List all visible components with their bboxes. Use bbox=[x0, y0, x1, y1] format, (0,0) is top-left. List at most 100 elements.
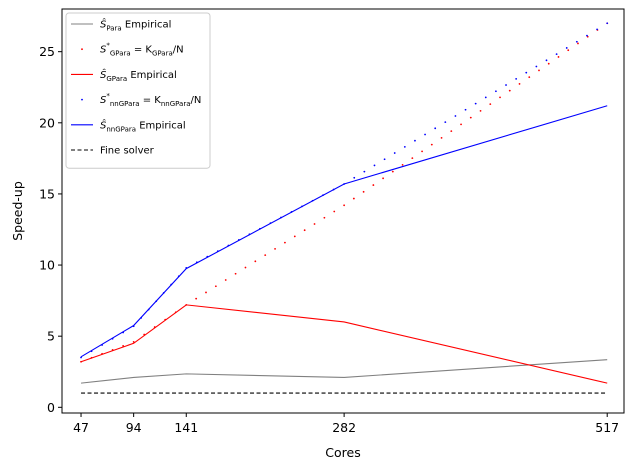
series-point bbox=[411, 157, 414, 160]
series-point bbox=[460, 123, 462, 126]
x-tick-label: 282 bbox=[332, 420, 356, 435]
legend-swatch bbox=[81, 98, 83, 101]
y-tick-label: 10 bbox=[39, 258, 55, 273]
series-line bbox=[80, 304, 608, 384]
series-point bbox=[403, 145, 406, 148]
series-point bbox=[606, 22, 609, 25]
series-point bbox=[547, 62, 550, 65]
series-point bbox=[479, 109, 482, 112]
series-point bbox=[373, 164, 376, 167]
x-axis-ticks: 47 94 141 282 517 bbox=[73, 413, 619, 435]
series-point bbox=[313, 223, 316, 225]
series-4 bbox=[80, 105, 608, 358]
series-point bbox=[508, 89, 511, 92]
series-point bbox=[284, 241, 286, 244]
y-axis-ticks: 0 5 10 15 20 25 bbox=[39, 44, 62, 415]
series-point bbox=[224, 279, 227, 281]
series-point bbox=[469, 116, 472, 119]
series-point bbox=[538, 69, 540, 72]
series-point bbox=[499, 96, 501, 99]
series-point bbox=[274, 247, 276, 250]
legend-label: ŜnnGPara Empirical bbox=[100, 118, 186, 133]
series-point bbox=[444, 121, 447, 124]
series-point bbox=[495, 90, 497, 93]
legend-item: ŜnnGPara Empirical bbox=[71, 118, 186, 133]
legend-label: S*GPara = KGPara/N bbox=[100, 42, 184, 58]
x-tick-label: 141 bbox=[174, 420, 198, 435]
series-point bbox=[596, 28, 598, 31]
series-point bbox=[254, 260, 257, 263]
legend-item: S*nnGPara = KnnGPara/N bbox=[81, 92, 201, 108]
series-point bbox=[440, 136, 443, 139]
series-point bbox=[535, 65, 538, 68]
series-point bbox=[414, 139, 416, 142]
x-axis-label: Cores bbox=[325, 445, 360, 460]
series-point bbox=[343, 204, 346, 207]
series-point bbox=[484, 96, 487, 99]
series-point bbox=[464, 108, 467, 111]
y-axis-label: Speed-up bbox=[10, 181, 25, 241]
legend-item: ŜPara Empirical bbox=[71, 18, 171, 33]
series-point bbox=[518, 83, 521, 85]
legend-item: ŜGPara Empirical bbox=[71, 68, 177, 83]
axes-frame bbox=[61, 8, 625, 414]
series-point bbox=[450, 130, 453, 133]
series-point bbox=[424, 133, 426, 136]
y-tick-label: 25 bbox=[39, 44, 55, 59]
y-tick-label: 20 bbox=[39, 115, 55, 130]
series-point bbox=[382, 177, 384, 180]
legend-item: Fine solver bbox=[71, 146, 155, 157]
y-tick-label: 15 bbox=[39, 186, 55, 201]
y-tick-label: 0 bbox=[47, 400, 55, 415]
series-point bbox=[430, 143, 433, 146]
series-point bbox=[567, 49, 570, 52]
series-point bbox=[363, 170, 366, 173]
series-point bbox=[565, 47, 568, 49]
legend: ŜPara Empirical S*GPara = KGPara/N ŜGPara … bbox=[65, 12, 211, 169]
legend-label: Fine solver bbox=[100, 146, 155, 157]
series-point bbox=[352, 197, 355, 200]
series-1 bbox=[80, 22, 609, 363]
series-point bbox=[391, 170, 394, 173]
series-point bbox=[545, 59, 548, 62]
series-line bbox=[80, 105, 608, 358]
legend-item: S*GPara = KGPara/N bbox=[81, 42, 184, 58]
series-point bbox=[353, 176, 356, 179]
legend-frame bbox=[65, 12, 211, 169]
series-point bbox=[214, 285, 217, 288]
series-point bbox=[205, 291, 207, 294]
series-point bbox=[575, 40, 578, 43]
series-point bbox=[434, 127, 437, 130]
x-tick-label: 47 bbox=[73, 420, 89, 435]
series-point bbox=[195, 297, 198, 300]
series-line bbox=[80, 359, 608, 384]
series-point bbox=[489, 103, 492, 106]
chart-marks bbox=[80, 22, 609, 394]
series-point bbox=[372, 184, 375, 186]
series-point bbox=[362, 190, 365, 193]
series-point bbox=[454, 115, 457, 117]
series-point bbox=[303, 229, 306, 232]
series-point bbox=[421, 150, 423, 153]
series-point bbox=[383, 158, 386, 161]
legend-label: ŜGPara Empirical bbox=[100, 68, 177, 83]
series-point bbox=[323, 216, 326, 219]
series-point bbox=[393, 152, 396, 154]
series-point bbox=[555, 53, 558, 56]
series-point bbox=[264, 254, 267, 256]
y-tick-label: 5 bbox=[47, 329, 55, 344]
legend-label: S*nnGPara = KnnGPara/N bbox=[100, 92, 201, 108]
series-point bbox=[525, 71, 528, 74]
x-tick-label: 94 bbox=[126, 420, 142, 435]
series-point bbox=[333, 210, 336, 213]
series-point bbox=[234, 272, 237, 275]
series-point bbox=[528, 76, 531, 79]
series-point bbox=[577, 42, 579, 45]
series-point bbox=[474, 102, 477, 105]
series-point bbox=[557, 56, 560, 58]
series-point bbox=[401, 163, 404, 166]
legend-label: ŜPara Empirical bbox=[100, 18, 171, 33]
series-0 bbox=[80, 359, 608, 384]
legend-swatch bbox=[81, 48, 83, 51]
